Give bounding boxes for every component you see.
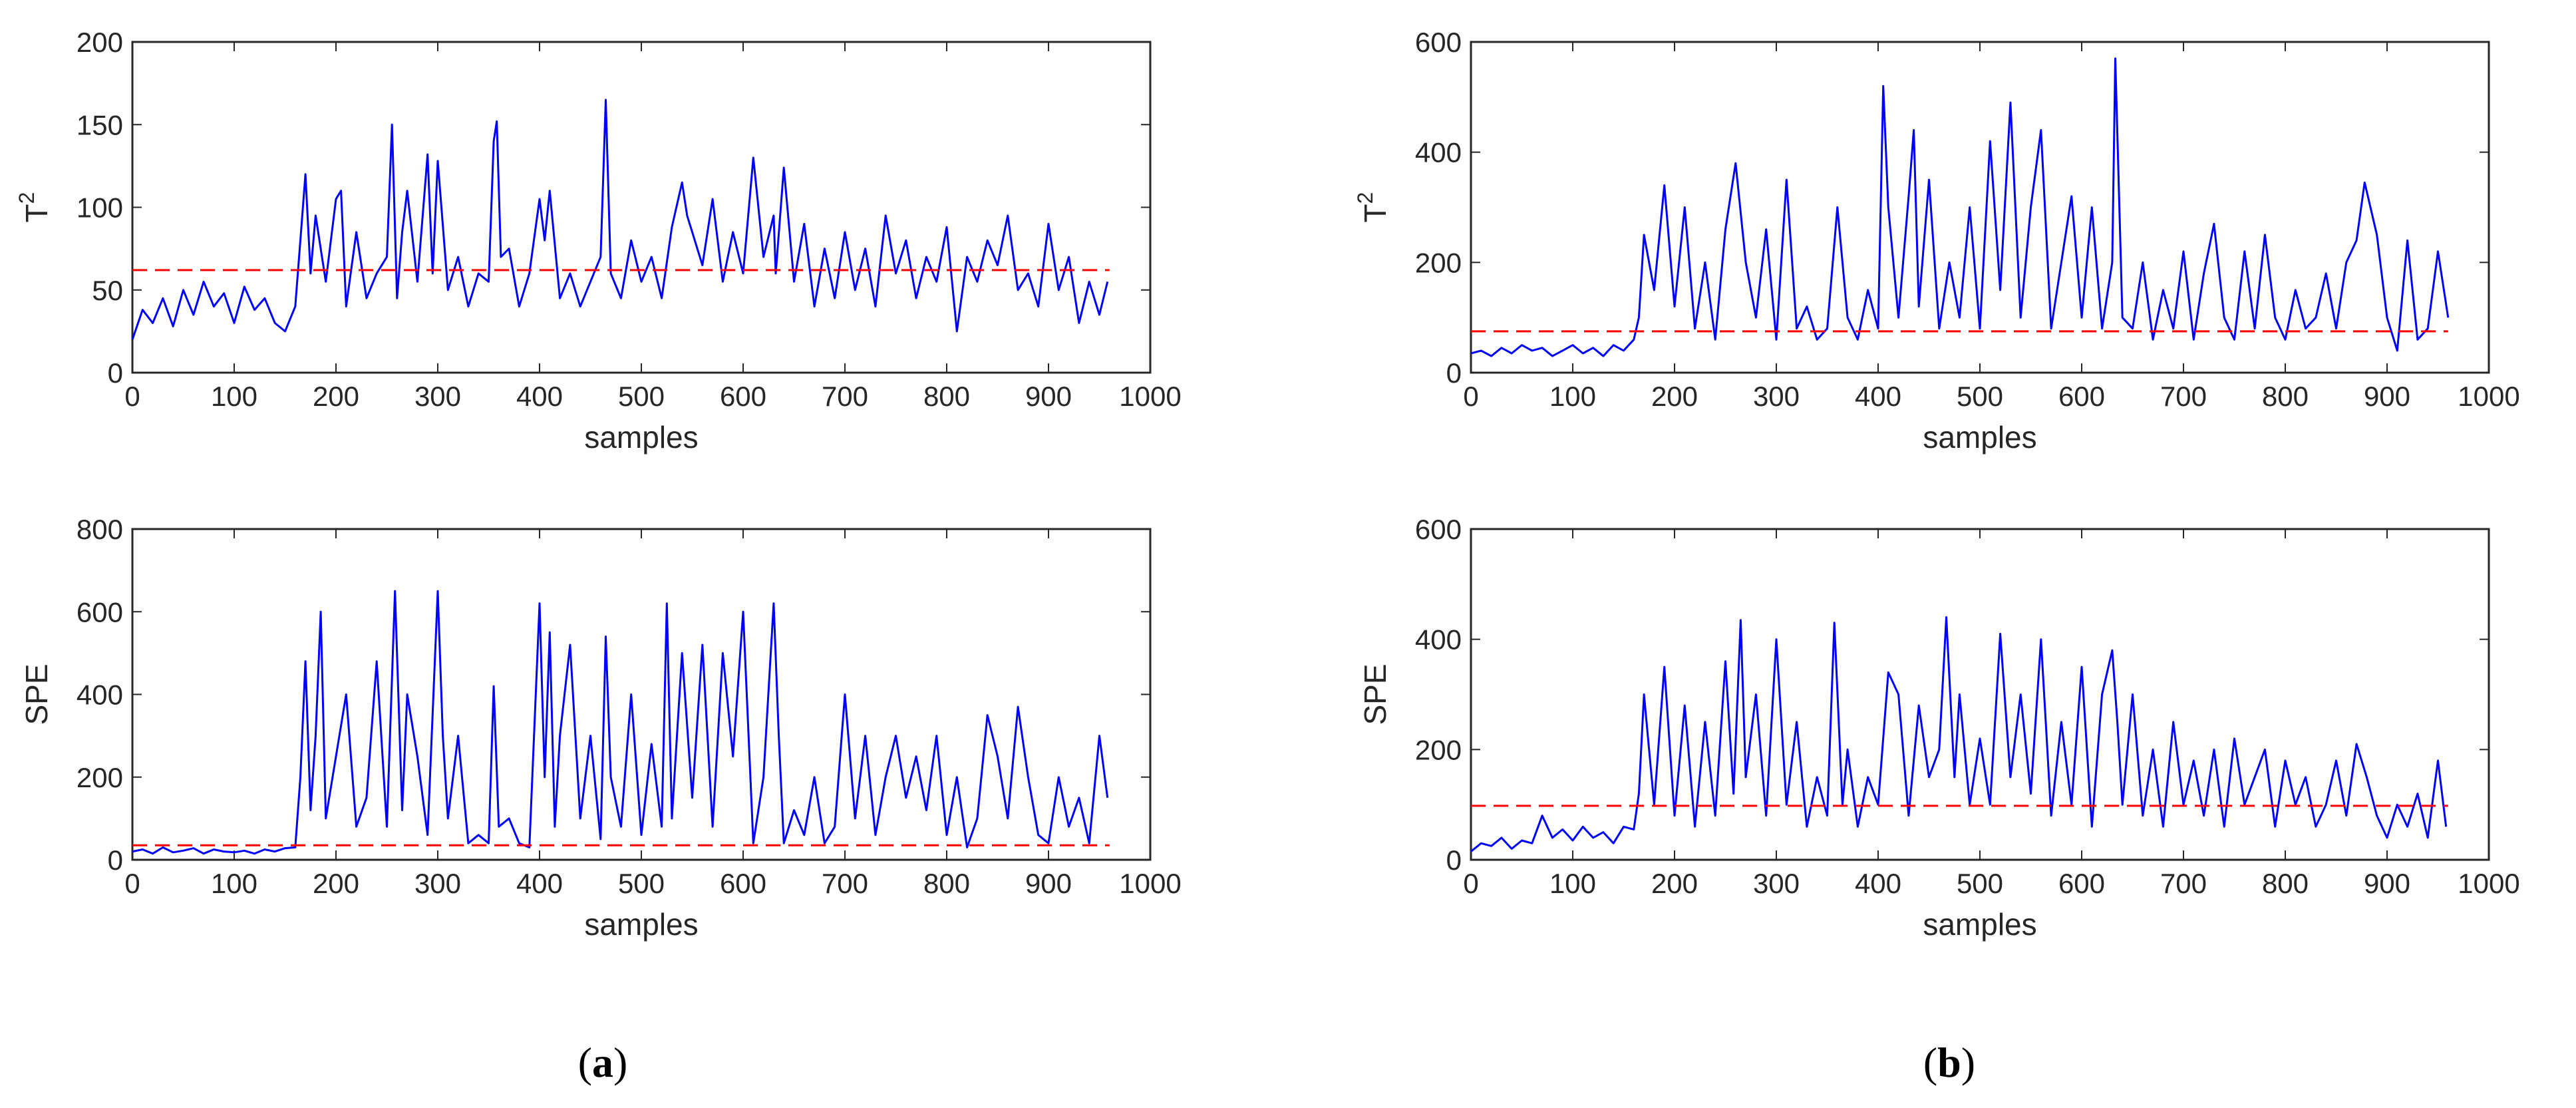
y-tick-label: 150 <box>77 109 123 140</box>
x-tick-label: 500 <box>618 868 665 899</box>
y-tick-label: 0 <box>108 844 123 876</box>
x-tick-label: 900 <box>1025 381 1072 412</box>
x-tick-label: 600 <box>720 381 766 412</box>
y-tick-label: 800 <box>77 514 123 545</box>
axes-frame <box>131 41 1152 374</box>
y-tick-label: 400 <box>77 679 123 711</box>
series-line-statistic <box>1470 616 2448 852</box>
x-tick-label: 800 <box>923 381 970 412</box>
x-tick-label: 600 <box>2058 381 2105 412</box>
x-tick-label: 700 <box>822 381 868 412</box>
x-tick-label: 500 <box>618 381 665 412</box>
x-tick-label: 100 <box>211 868 257 899</box>
x-tick-label: 0 <box>124 381 140 412</box>
x-tick-label: 700 <box>2160 381 2207 412</box>
x-tick-label: 200 <box>1651 868 1698 899</box>
series-line-statistic <box>131 98 1109 340</box>
y-tick-label: 0 <box>1446 357 1462 389</box>
chart-a-top: 0 100 200 300 400 500 600 700 800 900 1000 0 50 100 15… <box>15 27 1182 455</box>
y-tick-label: 600 <box>77 596 123 628</box>
y-axis-label: T2 <box>1353 192 1392 223</box>
series-line-statistic <box>1470 57 2450 357</box>
y-axis-label: SPE <box>1358 663 1392 725</box>
x-tick-label: 400 <box>516 868 563 899</box>
y-tick-label: 400 <box>1415 624 1462 655</box>
x-tick-label: 200 <box>313 868 359 899</box>
x-tick-label: 1000 <box>2458 381 2519 412</box>
x-tick-label: 600 <box>2058 868 2105 899</box>
y-tick-label: 400 <box>1415 137 1462 168</box>
x-tick-label: 700 <box>822 868 868 899</box>
x-tick-label: 0 <box>1463 868 1478 899</box>
x-tick-label: 800 <box>2262 868 2309 899</box>
x-tick-label: 300 <box>1753 868 1800 899</box>
y-tick-label: 600 <box>1415 514 1462 545</box>
y-tick-label: 0 <box>108 357 123 389</box>
y-tick-label: 50 <box>92 275 123 306</box>
y-tick-label: 0 <box>1446 844 1462 876</box>
x-tick-label: 0 <box>124 868 140 899</box>
x-tick-label: 200 <box>313 381 359 412</box>
chart-a-bottom: 0 100 200 300 400 500 600 700 800 900 1000 0 200 400 6… <box>19 514 1182 942</box>
axes-frame <box>131 528 1152 861</box>
x-tick-label: 200 <box>1651 381 1698 412</box>
x-tick-label: 1000 <box>2458 868 2519 899</box>
x-tick-label: 900 <box>2364 868 2410 899</box>
y-tick-label: 200 <box>1415 734 1462 765</box>
x-tick-label: 400 <box>1855 381 1901 412</box>
x-tick-label: 500 <box>1957 381 2003 412</box>
chart-b-bottom: 0 100 200 300 400 500 600 700 800 900 1000 0 200 400 6… <box>1358 514 2520 942</box>
x-tick-label: 300 <box>414 381 461 412</box>
x-tick-label: 1000 <box>1119 381 1181 412</box>
x-tick-label: 900 <box>2364 381 2410 412</box>
y-tick-label: 200 <box>77 27 123 58</box>
series-line-statistic <box>132 590 1109 855</box>
x-tick-label: 1000 <box>1119 868 1181 899</box>
y-axis-label: SPE <box>19 663 54 725</box>
y-tick-label: 200 <box>1415 247 1462 278</box>
caption-a: (a) <box>578 1039 628 1086</box>
axes-frame <box>1470 528 2490 861</box>
x-tick-label: 400 <box>516 381 563 412</box>
x-axis-label: samples <box>584 420 698 455</box>
x-tick-label: 300 <box>1753 381 1800 412</box>
x-tick-label: 0 <box>1463 381 1478 412</box>
x-tick-label: 100 <box>1549 868 1596 899</box>
x-tick-label: 500 <box>1957 868 2003 899</box>
x-tick-label: 700 <box>2160 868 2207 899</box>
x-tick-label: 600 <box>720 868 766 899</box>
y-tick-label: 200 <box>77 762 123 793</box>
x-tick-label: 100 <box>211 381 257 412</box>
x-tick-label: 400 <box>1855 868 1901 899</box>
chart-b-top: 0 100 200 300 400 500 600 700 800 900 1000 0 200 400 6… <box>1353 27 2520 455</box>
x-tick-label: 800 <box>923 868 970 899</box>
x-axis-label: samples <box>1923 420 2036 455</box>
y-tick-label: 100 <box>77 192 123 224</box>
y-axis-label: T2 <box>15 192 54 223</box>
caption-b: (b) <box>1923 1039 1975 1086</box>
x-tick-label: 100 <box>1549 381 1596 412</box>
x-axis-label: samples <box>584 907 698 942</box>
x-tick-label: 900 <box>1025 868 1072 899</box>
x-tick-label: 800 <box>2262 381 2309 412</box>
x-tick-label: 300 <box>414 868 461 899</box>
x-axis-label: samples <box>1923 907 2036 942</box>
y-tick-label: 600 <box>1415 27 1462 58</box>
